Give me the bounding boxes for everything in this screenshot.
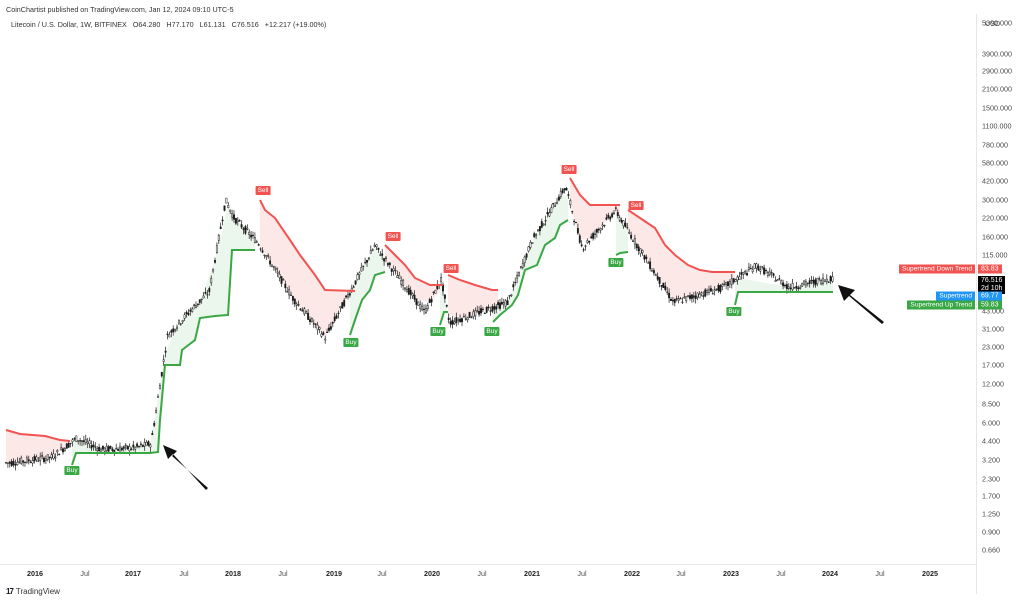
down-trend-value: 83.83 — [978, 264, 1002, 274]
up-trend-value: 59.83 — [978, 300, 1002, 310]
price-tick: 43.000 — [982, 306, 1004, 316]
price-tick: 1500.000 — [982, 103, 1012, 113]
price-tick: 4.400 — [982, 436, 1000, 446]
arrow-icon — [163, 445, 208, 490]
supertrend-lines — [5, 177, 833, 466]
time-tick: Jul — [80, 569, 90, 578]
price-tick: 2100.000 — [982, 84, 1012, 94]
ohlc-open: O64.280 — [132, 20, 161, 29]
last-price-badge: 76.516 2d 10h — [978, 276, 1006, 294]
time-tick: Jul — [477, 569, 487, 578]
symbol-info: Litecoin / U.S. Dollar, 1W, BITFINEX O64… — [11, 20, 330, 29]
time-tick: 2018 — [225, 569, 241, 578]
bar-countdown: 2d 10h — [981, 285, 1003, 292]
tradingview-logo[interactable]: 17 TradingView — [6, 587, 60, 596]
time-tick: Jul — [676, 569, 686, 578]
supertrend-up-line — [734, 291, 833, 306]
supertrend-up-line — [71, 249, 255, 466]
buy-signal-marker: Buy — [343, 338, 359, 347]
time-tick: Jul — [179, 569, 189, 578]
price-tick: 1100.000 — [982, 121, 1012, 131]
sell-signal-marker: Sell — [443, 264, 459, 273]
price-tick: 8.500 — [982, 399, 1000, 409]
time-tick: 2017 — [125, 569, 141, 578]
supertrend-up-line — [439, 311, 448, 326]
supertrend-down-line — [259, 199, 356, 292]
supertrend-down-line — [384, 244, 443, 286]
price-tick: 6.000 — [982, 418, 1000, 428]
publisher-line: CoinChartist published on TradingView.co… — [6, 5, 234, 14]
time-tick: Jul — [577, 569, 587, 578]
tradingview-logo-icon: 17 — [6, 587, 14, 596]
price-tick: 3900.000 — [982, 49, 1012, 59]
time-scale-divider — [0, 564, 976, 565]
buy-signal-marker: Buy — [608, 258, 624, 267]
time-tick: 2021 — [524, 569, 540, 578]
supertrend-up-line — [349, 271, 386, 336]
time-tick: Jul — [875, 569, 885, 578]
arrow-icon — [838, 285, 884, 324]
buy-signal-marker: Buy — [484, 327, 500, 336]
price-tick: 0.900 — [982, 527, 1000, 537]
supertrend-label: Supertrend — [936, 291, 975, 301]
price-tick: 580.000 — [982, 158, 1008, 168]
annotation-arrows — [163, 285, 884, 490]
supertrend-up-line — [492, 219, 569, 323]
price-tick: 300.000 — [982, 195, 1008, 205]
ohlc-high: H77.170 — [166, 20, 194, 29]
time-tick: Jul — [776, 569, 786, 578]
sell-signal-marker: Sell — [628, 201, 644, 210]
time-tick: Jul — [278, 569, 288, 578]
price-tick: 160.000 — [982, 232, 1008, 242]
supertrend-down-line — [569, 177, 620, 206]
time-tick: 2023 — [723, 569, 739, 578]
buy-signal-marker: Buy — [726, 307, 742, 316]
price-tick: 23.000 — [982, 342, 1004, 352]
price-tick: 220.000 — [982, 213, 1008, 223]
supertrend-up-line — [615, 251, 629, 256]
ohlc-close: C76.516 — [231, 20, 259, 29]
price-tick: 0.660 — [982, 545, 1000, 555]
supertrend-down-line — [627, 209, 735, 273]
price-chart[interactable] — [0, 0, 976, 564]
currency-label: USD — [985, 19, 1001, 28]
price-tick: 2.300 — [982, 474, 1000, 484]
price-tick: 1.700 — [982, 491, 1000, 501]
price-tick: 17.000 — [982, 360, 1004, 370]
sell-signal-marker: Sell — [561, 165, 577, 174]
supertrend-down-line — [5, 429, 71, 442]
time-tick: 2020 — [424, 569, 440, 578]
price-tick: 780.000 — [982, 140, 1008, 150]
supertrend-value: 69.77 — [978, 291, 1002, 301]
sell-signal-marker: Sell — [385, 232, 401, 241]
price-tick: 2900.000 — [982, 66, 1012, 76]
price-tick: 1.250 — [982, 509, 1000, 519]
time-tick: 2022 — [624, 569, 640, 578]
time-tick: 2019 — [326, 569, 342, 578]
ohlc-low: L61.131 — [199, 20, 226, 29]
time-tick: Jul — [377, 569, 387, 578]
price-tick: 420.000 — [982, 176, 1008, 186]
symbol-name: Litecoin / U.S. Dollar, 1W, BITFINEX — [11, 20, 127, 29]
ohlc-change: +12.217 (+19.00%) — [264, 20, 327, 29]
price-tick: 115.000 — [982, 250, 1008, 260]
candlesticks — [5, 186, 834, 471]
price-tick: 31.000 — [982, 324, 1004, 334]
down-trend-label: Supertrend Down Trend — [898, 264, 975, 274]
price-scale-divider — [976, 14, 977, 594]
sell-signal-marker: Sell — [255, 186, 271, 195]
time-tick: 2024 — [822, 569, 838, 578]
time-tick: 2016 — [27, 569, 43, 578]
price-tick: 3.200 — [982, 455, 1000, 465]
price-tick: 5300.000 — [982, 18, 1012, 28]
tradingview-brand: TradingView — [15, 587, 60, 596]
supertrend-down-line — [447, 274, 498, 291]
buy-signal-marker: Buy — [430, 327, 446, 336]
time-tick: 2025 — [922, 569, 938, 578]
supertrend-fills — [6, 178, 833, 465]
last-price-value: 76.516 — [981, 277, 1003, 284]
up-trend-label: Supertrend Up Trend — [907, 300, 975, 310]
price-tick: 12.000 — [982, 379, 1004, 389]
buy-signal-marker: Buy — [64, 466, 80, 475]
